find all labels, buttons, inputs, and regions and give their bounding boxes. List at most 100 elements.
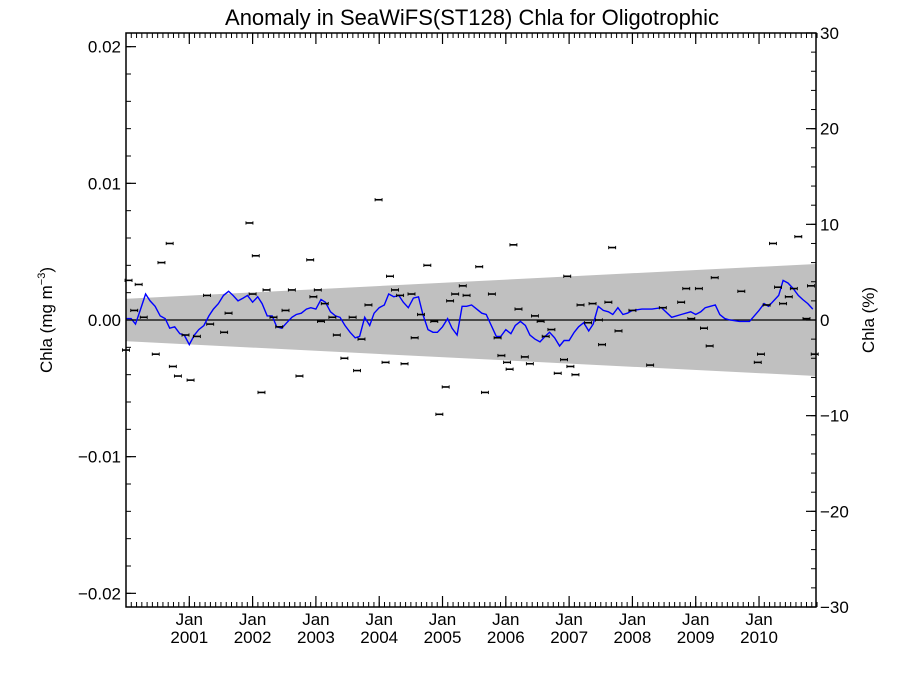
- left-y-tick-label: −0.02: [78, 584, 121, 603]
- data-point: [423, 263, 432, 267]
- data-point: [604, 300, 613, 304]
- x-tick-label-year: 2007: [550, 628, 588, 647]
- data-point: [374, 198, 383, 202]
- data-point: [192, 334, 201, 339]
- data-point: [435, 412, 444, 416]
- data-point: [687, 316, 696, 321]
- x-tick-label-year: 2008: [614, 628, 652, 647]
- data-point: [810, 352, 819, 356]
- data-point: [441, 385, 450, 389]
- data-point: [165, 241, 174, 246]
- data-point: [430, 319, 439, 324]
- data-point: [281, 308, 290, 313]
- anomaly-line: [126, 279, 814, 348]
- data-point: [769, 241, 777, 246]
- data-point: [462, 293, 471, 298]
- x-tick-label-month: Jan: [429, 610, 456, 629]
- data-point: [503, 360, 512, 365]
- left-y-tick-label: 0.02: [88, 38, 121, 57]
- x-tick-label-year: 2009: [677, 628, 715, 647]
- data-point: [563, 274, 572, 278]
- data-point: [287, 288, 296, 292]
- data-point: [480, 390, 489, 395]
- data-point: [576, 303, 585, 307]
- data-point: [566, 364, 575, 369]
- x-tick-label-month: Jan: [682, 610, 709, 629]
- data-point: [157, 260, 166, 265]
- data-point: [594, 318, 603, 322]
- data-point: [646, 363, 655, 367]
- data-point: [139, 315, 148, 319]
- x-tick-label-year: 2005: [424, 628, 462, 647]
- right-y-tick-label: −30: [820, 598, 849, 617]
- right-y-tick-label: 10: [820, 215, 839, 234]
- data-point: [753, 360, 762, 365]
- data-point: [295, 374, 304, 378]
- data-point: [417, 312, 425, 317]
- data-point: [391, 288, 399, 292]
- data-point: [245, 221, 254, 225]
- data-point: [348, 315, 357, 319]
- x-tick-label-year: 2010: [740, 628, 778, 647]
- x-tick-label-year: 2002: [234, 628, 272, 647]
- data-point: [458, 284, 467, 288]
- data-point: [682, 286, 691, 291]
- left-y-axis-label: Chla (mg m−3): [36, 267, 56, 373]
- data-point: [306, 258, 315, 262]
- data-point: [756, 352, 765, 356]
- data-point: [364, 303, 373, 307]
- data-point: [547, 327, 556, 332]
- data-point: [530, 314, 539, 318]
- right-y-axis-label: Chla (%): [859, 287, 878, 353]
- chart-title: Anomaly in SeaWiFS(ST128) Chla for Oligo…: [225, 5, 719, 30]
- data-point: [340, 356, 349, 360]
- data-point: [710, 275, 719, 280]
- data-point: [181, 333, 190, 337]
- data-point: [497, 353, 506, 358]
- right-y-tick-label: 30: [820, 24, 839, 43]
- data-point: [357, 337, 366, 341]
- data-point: [509, 243, 518, 247]
- data-point: [410, 336, 419, 340]
- x-tick-label-year: 2004: [360, 628, 398, 647]
- x-tick-label-month: Jan: [745, 610, 772, 629]
- data-point: [571, 373, 580, 377]
- data-point: [475, 265, 484, 269]
- data-point: [784, 295, 793, 299]
- left-y-axis-label-close: ): [37, 267, 56, 273]
- left-y-tick-label: 0.01: [88, 174, 121, 193]
- data-point: [628, 308, 637, 313]
- data-point: [806, 284, 815, 288]
- data-point: [514, 307, 523, 311]
- left-y-axis-label-sup: −3: [36, 273, 48, 286]
- x-tick-label-month: Jan: [366, 610, 393, 629]
- data-point: [446, 299, 455, 303]
- right-y-tick-label: −10: [820, 407, 849, 426]
- x-tick-label-month: Jan: [239, 610, 266, 629]
- data-point: [400, 362, 409, 366]
- data-point: [309, 295, 318, 299]
- left-y-axis: 0.02 0.01 0.00 −0.01 −0.02: [78, 38, 136, 603]
- data-point: [677, 300, 686, 304]
- data-point: [386, 274, 394, 278]
- data-point: [313, 288, 322, 292]
- data-point: [186, 378, 195, 382]
- right-y-tick-label: 20: [820, 120, 839, 139]
- data-point: [779, 301, 788, 306]
- data-point: [224, 311, 233, 315]
- data-point: [789, 286, 798, 291]
- data-point: [275, 325, 284, 329]
- data-point: [173, 374, 182, 378]
- data-point: [588, 301, 597, 306]
- data-point: [553, 371, 562, 375]
- data-point: [396, 293, 405, 298]
- x-tick-label-month: Jan: [492, 610, 519, 629]
- data-point: [328, 315, 337, 319]
- x-tick-label-year: 2003: [297, 628, 335, 647]
- data-point: [451, 292, 460, 296]
- data-point: [541, 334, 550, 339]
- right-y-tick-label: −20: [820, 502, 849, 521]
- data-point: [407, 292, 416, 296]
- data-point: [700, 326, 708, 330]
